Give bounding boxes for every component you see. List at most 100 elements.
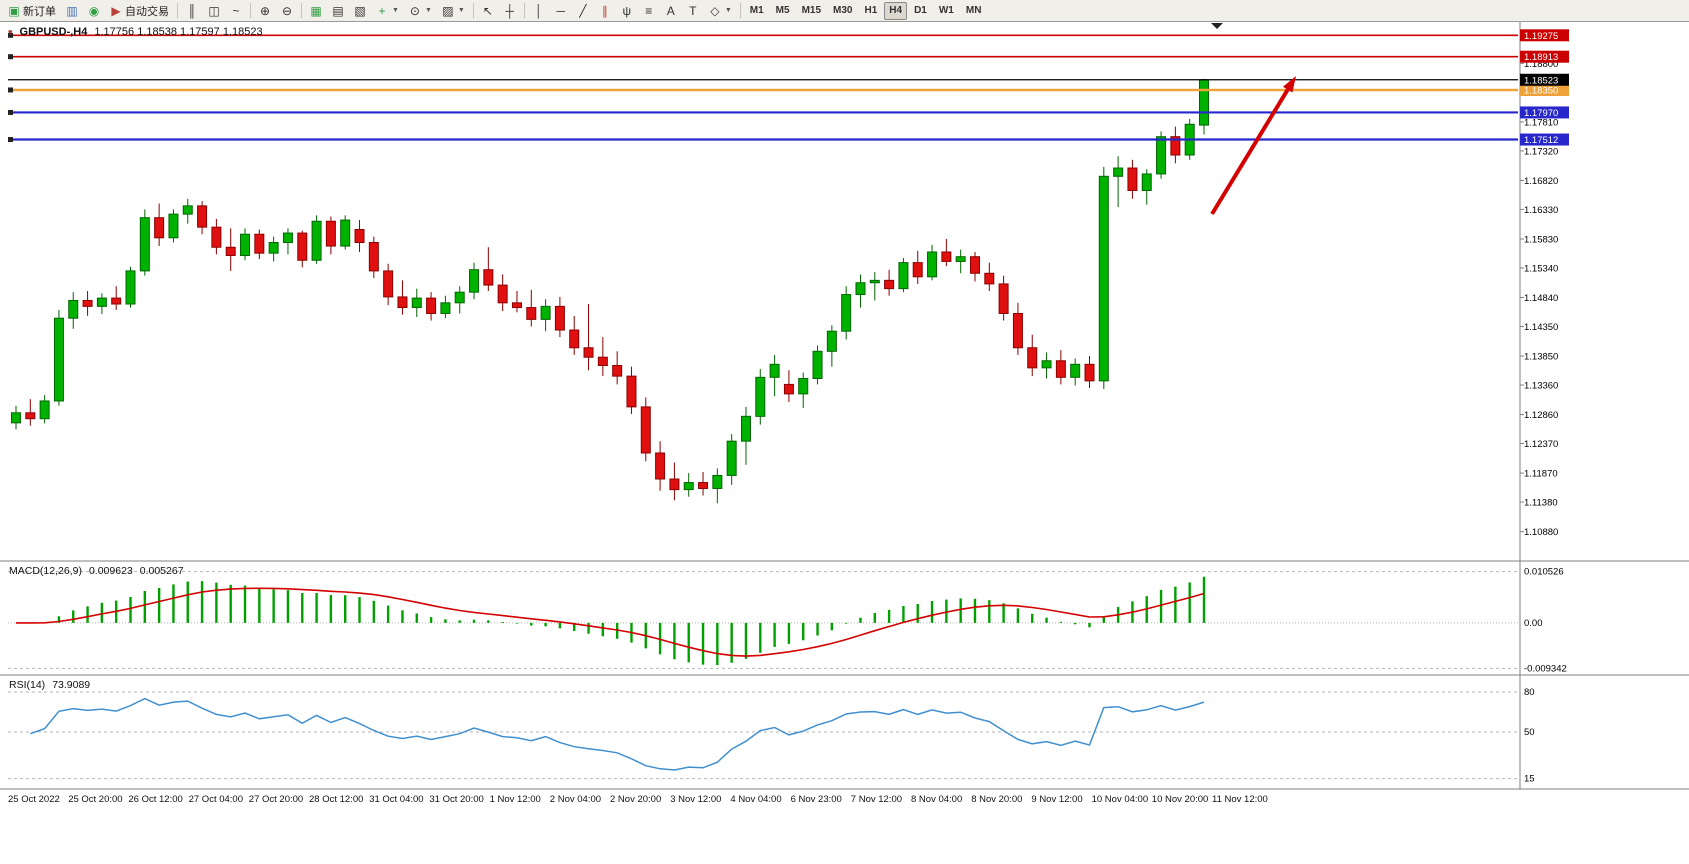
timeframe-m15[interactable]: M15	[797, 2, 826, 20]
candle	[712, 474, 723, 489]
candle	[955, 256, 966, 262]
timeframe-w1[interactable]: W1	[934, 2, 959, 20]
vertical-line-button[interactable]: │	[529, 2, 549, 20]
macd-indicator-header: MACD(12,26,9) 0.009623 0.005267	[9, 565, 184, 577]
candle	[855, 282, 866, 296]
macd-scale-label: 0.00	[1524, 618, 1543, 629]
line-handle[interactable]	[8, 87, 13, 93]
candle	[111, 297, 122, 305]
chart-shift-marker[interactable]	[1211, 23, 1223, 29]
chart-window-button[interactable]: ▥	[62, 2, 82, 20]
new-order-button[interactable]: ▣ 新订单	[4, 2, 60, 20]
candle	[540, 305, 551, 320]
chart-menu-icon[interactable]: ▾	[8, 26, 13, 37]
candle	[597, 356, 608, 366]
cursor-icon: ↖	[482, 3, 493, 18]
candle	[969, 256, 980, 274]
candle	[569, 329, 580, 349]
candle	[1113, 167, 1124, 177]
candle	[383, 270, 394, 298]
indicators-button[interactable]: + ▼	[372, 2, 403, 20]
line-chart-mode-button[interactable]: ~	[226, 2, 246, 20]
navigator-button[interactable]: ◉	[84, 2, 104, 20]
macd-signal-line	[16, 587, 1205, 657]
text-label-button[interactable]: T	[683, 2, 703, 20]
chevron-down-icon: ▼	[392, 7, 399, 14]
timeframe-mn[interactable]: MN	[961, 2, 987, 20]
auto-trading-button[interactable]: ▶ 自动交易	[106, 2, 173, 20]
line-handle[interactable]	[8, 109, 13, 115]
time-axis-label: 8 Nov 20:00	[971, 794, 1022, 805]
templates-button[interactable]: ▨ ▼	[438, 2, 469, 20]
pitchfork-button[interactable]: ψ	[617, 2, 637, 20]
bar-chart-mode-button[interactable]: ║	[182, 2, 202, 20]
timeframe-d1[interactable]: D1	[909, 2, 932, 20]
timeframe-h4[interactable]: H4	[884, 1, 908, 20]
rsi-title: RSI(14)	[9, 679, 46, 691]
candle	[469, 269, 480, 293]
candle	[497, 284, 508, 304]
trendline-button[interactable]: ╱	[573, 2, 593, 20]
macd-scale-label: -0.009342	[1524, 663, 1567, 674]
timeframe-mn-label: MN	[965, 5, 982, 16]
arrange-horizontal-button[interactable]: ▤	[328, 2, 348, 20]
channel-button[interactable]: ∥	[595, 2, 615, 20]
tile-windows-button[interactable]: ▦	[306, 2, 326, 20]
timeframe-m15-label: M15	[801, 5, 822, 16]
timeframe-m5[interactable]: M5	[771, 2, 795, 20]
candle	[1027, 347, 1038, 369]
macd-title: MACD(12,26,9)	[9, 565, 82, 577]
zoom-out-button[interactable]: ⊖	[277, 2, 297, 20]
candle	[125, 270, 136, 305]
navigator-icon: ◉	[88, 3, 100, 18]
timeframe-h1[interactable]: H1	[859, 2, 882, 20]
rsi-level-label: 15	[1524, 774, 1535, 785]
timeframe-m1[interactable]: M1	[745, 2, 769, 20]
trend-arrow-head[interactable]	[1282, 76, 1296, 93]
cursor-button[interactable]: ↖	[478, 2, 498, 20]
candle	[898, 262, 909, 290]
candle	[783, 383, 794, 395]
candle	[168, 213, 179, 239]
price-axis-label: 1.17320	[1524, 146, 1558, 157]
candle	[1041, 360, 1052, 369]
periods-button[interactable]: ⊙ ▼	[405, 2, 436, 20]
line-handle[interactable]	[8, 137, 13, 143]
candle	[411, 297, 422, 309]
price-axis-label: 1.12370	[1524, 439, 1558, 450]
horizontal-line-button[interactable]: ─	[551, 2, 571, 20]
price-label-text: 1.18350	[1524, 85, 1558, 96]
shapes-button[interactable]: ◇ ▼	[705, 2, 736, 20]
crosshair-button[interactable]: ┼	[500, 2, 520, 20]
candle	[511, 302, 522, 309]
candle	[941, 251, 952, 262]
price-label-text: 1.19275	[1524, 31, 1558, 42]
candle	[182, 205, 193, 215]
timeframe-m30[interactable]: M30	[828, 2, 857, 20]
candle	[626, 375, 637, 408]
trend-arrow[interactable]	[1210, 88, 1290, 216]
fibonacci-button[interactable]: ≡	[639, 2, 659, 20]
trendline-icon: ╱	[579, 3, 587, 18]
macd-main-value: 0.009623	[88, 565, 133, 577]
crosshair-icon: ┼	[505, 3, 515, 18]
candle	[1199, 79, 1209, 126]
line-handle[interactable]	[8, 32, 13, 38]
zoom-in-button[interactable]: ⊕	[255, 2, 275, 20]
arrange-vertical-button[interactable]: ▧	[350, 2, 370, 20]
toolbar-separator	[739, 3, 741, 18]
candle	[884, 279, 895, 290]
line-handle[interactable]	[8, 54, 13, 60]
candlestick-mode-button[interactable]: ◫	[204, 2, 224, 20]
toolbar-separator	[523, 3, 525, 18]
text-button[interactable]: A	[661, 2, 681, 20]
candle	[826, 330, 837, 352]
new-order-button-label: 新订单	[23, 5, 56, 18]
toolbar: ▣ 新订单 ▥ ◉ ▶ 自动交易 ║ ◫ ~ ⊕ ⊖ ▦ ▤ ▧ + ▼ ⊙ ▼ ▨ ▼ ↖ ┼ │ ─ ╱ ∥ ψ ≡ A T ◇ ▼ M1 M…	[0, 0, 1689, 22]
candle	[311, 220, 322, 261]
timeframe-m30-label: M30	[833, 5, 853, 16]
price-axis-label: 1.10880	[1524, 527, 1558, 538]
zoom-out-icon: ⊖	[281, 3, 293, 18]
rsi-indicator-header: RSI(14) 73.9089	[9, 679, 90, 691]
